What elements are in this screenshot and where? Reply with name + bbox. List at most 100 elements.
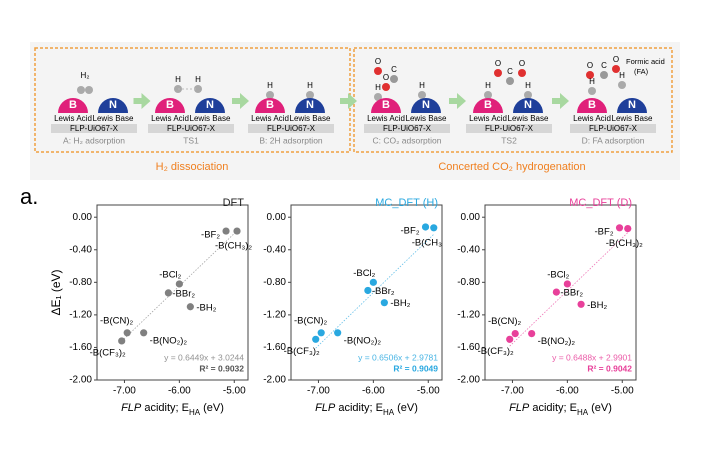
x-axis-label-part: HA xyxy=(577,408,589,417)
atom-label: H xyxy=(375,83,381,92)
atom-label: H xyxy=(267,81,273,90)
section-title: H₂ dissociation xyxy=(156,161,229,173)
base-symbol: N xyxy=(109,99,117,111)
y-tick-label: -2.00 xyxy=(263,375,286,386)
atom-label: O xyxy=(375,57,381,66)
point xyxy=(563,280,571,288)
point xyxy=(511,330,519,338)
x-tick-label: -5.00 xyxy=(417,386,440,397)
acid-symbol: B xyxy=(266,99,274,111)
base-symbol: N xyxy=(206,99,214,111)
plot-frame xyxy=(484,204,637,381)
fit-line xyxy=(509,232,629,347)
stage-caption: A: H₂ adsorption xyxy=(63,135,125,145)
r2-label: R² = 0.9049 xyxy=(393,363,438,373)
x-tick-label: -6.00 xyxy=(362,386,385,397)
arrow xyxy=(232,93,249,109)
atom xyxy=(588,87,596,95)
atom-label: H xyxy=(307,81,313,90)
r2-label: R² = 0.9032 xyxy=(199,363,244,373)
point-label: -B(NO₂)₂ xyxy=(538,336,576,347)
site xyxy=(513,98,543,113)
plot-frame xyxy=(96,204,249,381)
site xyxy=(617,98,647,113)
atom-label: H xyxy=(175,75,181,84)
site xyxy=(98,98,128,113)
atom xyxy=(524,91,532,99)
point-label: -BF₂ xyxy=(401,225,420,236)
site xyxy=(371,98,401,113)
acid-label: Lewis Acid xyxy=(151,114,189,123)
atom-label: C xyxy=(601,61,607,70)
point xyxy=(222,227,230,235)
y-tick-label: -0.40 xyxy=(69,244,92,255)
point xyxy=(118,337,126,345)
atom xyxy=(390,75,398,83)
x-axis-label-part: FLP xyxy=(315,402,336,414)
atom-label: O xyxy=(613,55,619,64)
atom-label: O xyxy=(587,61,593,70)
atom-label: O xyxy=(383,73,389,82)
stage-caption: C: CO₂ adsorption xyxy=(373,135,442,145)
atom xyxy=(612,65,620,73)
acid-label: Lewis Acid xyxy=(573,114,611,123)
base-symbol: N xyxy=(524,99,532,111)
x-tick-label: -6.00 xyxy=(168,386,191,397)
point-label: -BCl₂ xyxy=(547,269,569,280)
fit-equation: y = 0.6506x + 2.9781 xyxy=(358,352,438,362)
y-tick-label: -1.60 xyxy=(457,342,480,353)
point-label: -B(CH₃ xyxy=(412,237,442,248)
stage-caption: TS2 xyxy=(501,135,517,145)
fit-line xyxy=(315,234,435,349)
point-label: -BF₂ xyxy=(201,230,220,241)
point-label: -BH₂ xyxy=(390,298,410,309)
point xyxy=(506,335,514,343)
x-axis-label-part: acidity; E xyxy=(529,402,577,414)
support-bar xyxy=(148,124,234,133)
point-label: -BF₂ xyxy=(595,226,614,237)
y-tick-label: 0.00 xyxy=(267,212,287,223)
x-axis-label-part: (eV) xyxy=(588,402,612,414)
atom-label: O xyxy=(495,59,501,68)
atom xyxy=(418,91,426,99)
y-tick-label: -0.80 xyxy=(457,277,480,288)
x-axis-label-part: FLP xyxy=(509,402,530,414)
base-label: Lewis Base xyxy=(612,114,653,123)
y-tick-label: -0.80 xyxy=(69,277,92,288)
r2-label: R² = 0.9042 xyxy=(587,363,632,373)
atom xyxy=(382,83,390,91)
y-tick-label: -1.20 xyxy=(263,310,286,321)
atom xyxy=(586,71,594,79)
site xyxy=(58,98,88,113)
acid-label: Lewis Acid xyxy=(469,114,507,123)
point-label: -B(CF₃)₂ xyxy=(90,347,126,358)
y-tick-label: 0.00 xyxy=(461,212,481,223)
base-label: Lewis Base xyxy=(190,114,231,123)
acid-symbol: B xyxy=(166,99,174,111)
atom-label: H xyxy=(195,75,201,84)
plot-frame xyxy=(290,204,443,381)
base-symbol: N xyxy=(628,99,636,111)
support-bar xyxy=(570,124,656,133)
molecule-label: H₂ xyxy=(81,71,90,80)
x-axis-label: FLP acidity; EHA (eV) xyxy=(315,402,418,417)
point-label: -B(CF₃)₂ xyxy=(478,346,514,357)
point-label: -B(NO₂)₂ xyxy=(344,335,382,346)
support-bar xyxy=(51,124,137,133)
y-tick-label: -2.00 xyxy=(69,375,92,386)
point xyxy=(364,286,372,295)
acid-label: Lewis Acid xyxy=(251,114,289,123)
atom xyxy=(618,81,626,89)
point xyxy=(528,330,536,338)
support-label: FLP-UiO67-X xyxy=(267,124,316,133)
chart-title: DFT xyxy=(223,197,245,209)
point-label: -B(CN)₂ xyxy=(100,315,134,326)
stage-caption: TS1 xyxy=(183,135,199,145)
y-tick-label: -2.00 xyxy=(457,375,480,386)
support-label: FLP-UiO67-X xyxy=(383,124,432,133)
panel-label: a. xyxy=(20,184,38,209)
base-label: Lewis Base xyxy=(406,114,447,123)
atom-label: C xyxy=(507,67,513,76)
